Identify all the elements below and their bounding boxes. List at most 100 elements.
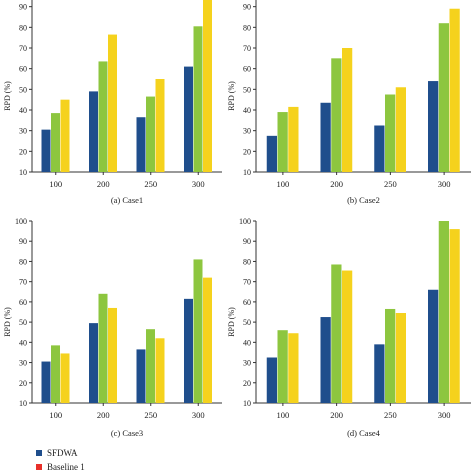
chart-panel-1: 10 20 30 40 50 60 70 80 90 RPD (%) 100 200 250 300 (a)…	[3, 0, 222, 205]
bar-baseline1	[146, 329, 155, 403]
y-tick-label: 40	[19, 106, 27, 115]
y-tick-label: 40	[243, 338, 251, 347]
y-tick-label: 60	[243, 65, 251, 74]
y-tick-label: 80	[243, 257, 251, 266]
y-tick-label: 100	[15, 217, 27, 226]
y-tick-label: 20	[243, 147, 251, 156]
bar-baseline1	[193, 26, 203, 172]
chart-panel-4: 10 20 30 40 50 60 70 80 90 100 RPD (%) 100 200 250 300…	[227, 217, 471, 438]
bar-baseline2	[395, 87, 406, 172]
legend-swatch-sfdwa	[36, 450, 42, 456]
bar-sfdwa	[266, 135, 277, 172]
y-tick-label: 10	[243, 168, 251, 177]
bar-baseline1	[51, 345, 60, 403]
y-tick-label: 40	[243, 106, 251, 115]
y-axis-label: RPD (%)	[227, 81, 236, 111]
bar-sfdwa	[184, 66, 193, 172]
bar-baseline1	[331, 264, 342, 403]
y-tick-label: 70	[19, 44, 27, 53]
y-tick-label: 90	[19, 3, 27, 12]
y-tick-label: 90	[243, 237, 251, 246]
y-tick-label: 70	[19, 278, 27, 287]
bar-baseline2	[395, 313, 406, 403]
y-tick-label: 100	[239, 217, 251, 226]
bar-sfdwa	[374, 344, 385, 403]
bar-sfdwa	[41, 361, 51, 403]
bar-baseline2	[342, 270, 353, 403]
bar-sfdwa	[184, 298, 193, 403]
x-tick-label: 100	[49, 410, 62, 420]
x-tick-label: 200	[330, 410, 343, 420]
x-tick-label: 250	[144, 179, 157, 189]
bar-baseline1	[277, 330, 288, 403]
bar-baseline2	[108, 34, 117, 172]
y-tick-label: 50	[243, 318, 251, 327]
panel-caption: (c) Case3	[111, 428, 143, 438]
bar-sfdwa	[428, 81, 439, 172]
y-axis-label: RPD (%)	[3, 307, 12, 337]
legend-item-sfdwa: SFDWA	[36, 446, 85, 460]
bar-baseline2	[288, 106, 299, 172]
x-tick-label: 250	[384, 179, 397, 189]
bar-sfdwa	[320, 102, 331, 172]
y-tick-label: 80	[243, 23, 251, 32]
y-axis-label: RPD (%)	[3, 81, 12, 111]
y-tick-label: 30	[243, 127, 251, 136]
y-tick-label: 60	[19, 298, 27, 307]
bar-sfdwa	[266, 357, 277, 403]
bar-baseline2	[155, 79, 165, 172]
y-tick-label: 60	[243, 298, 251, 307]
y-tick-label: 50	[19, 318, 27, 327]
bar-baseline1	[98, 293, 108, 403]
bar-baseline2	[449, 229, 460, 403]
y-tick-label: 40	[19, 338, 27, 347]
y-tick-label: 80	[19, 23, 27, 32]
bar-sfdwa	[89, 91, 98, 172]
y-tick-label: 20	[19, 379, 27, 388]
bar-baseline1	[193, 259, 203, 403]
y-tick-label: 90	[243, 3, 251, 12]
bar-baseline1	[438, 23, 449, 173]
bar-sfdwa	[428, 289, 439, 403]
bar-baseline2	[108, 307, 117, 403]
bar-baseline2	[60, 99, 70, 172]
legend-swatch-baseline-1	[36, 464, 42, 470]
bar-baseline1	[98, 61, 108, 172]
x-tick-label: 300	[438, 179, 451, 189]
panel-caption: (d) Case4	[347, 428, 381, 438]
bar-sfdwa	[136, 117, 146, 172]
x-tick-label: 300	[192, 410, 205, 420]
bar-baseline1	[385, 94, 396, 172]
y-tick-label: 10	[19, 168, 27, 177]
bar-baseline1	[146, 96, 155, 172]
y-tick-label: 90	[19, 237, 27, 246]
x-tick-label: 300	[192, 179, 205, 189]
bar-baseline1	[51, 113, 60, 172]
chart-panel-3: 10 20 30 40 50 60 70 80 90 100 RPD (%) 100 200 250 300…	[3, 217, 222, 438]
legend-label-baseline-1: Baseline 1	[47, 462, 85, 472]
x-tick-label: 200	[97, 179, 110, 189]
x-tick-label: 200	[330, 179, 343, 189]
bar-sfdwa	[374, 125, 385, 172]
y-tick-label: 70	[243, 278, 251, 287]
y-tick-label: 30	[243, 359, 251, 368]
bar-baseline1	[277, 112, 288, 172]
bar-baseline2	[60, 353, 70, 403]
chart-panel-2: 10 20 30 40 50 60 70 80 90 RPD (%) 100 200 250 300 (b)…	[227, 0, 471, 205]
y-tick-label: 10	[19, 399, 27, 408]
panel-caption: (a) Case1	[111, 195, 143, 205]
bar-baseline2	[155, 338, 165, 403]
y-tick-label: 60	[19, 65, 27, 74]
x-tick-label: 300	[438, 410, 451, 420]
y-tick-label: 50	[243, 85, 251, 94]
y-tick-label: 80	[19, 257, 27, 266]
bar-baseline2	[449, 8, 460, 172]
y-tick-label: 30	[19, 127, 27, 136]
panels: 10 20 30 40 50 60 70 80 90 RPD (%) 100 200 250 300 (a)…	[3, 0, 471, 438]
bar-baseline1	[331, 58, 342, 173]
x-tick-label: 100	[49, 179, 62, 189]
y-tick-label: 10	[243, 399, 251, 408]
bar-sfdwa	[89, 323, 98, 403]
bar-baseline2	[203, 277, 212, 403]
